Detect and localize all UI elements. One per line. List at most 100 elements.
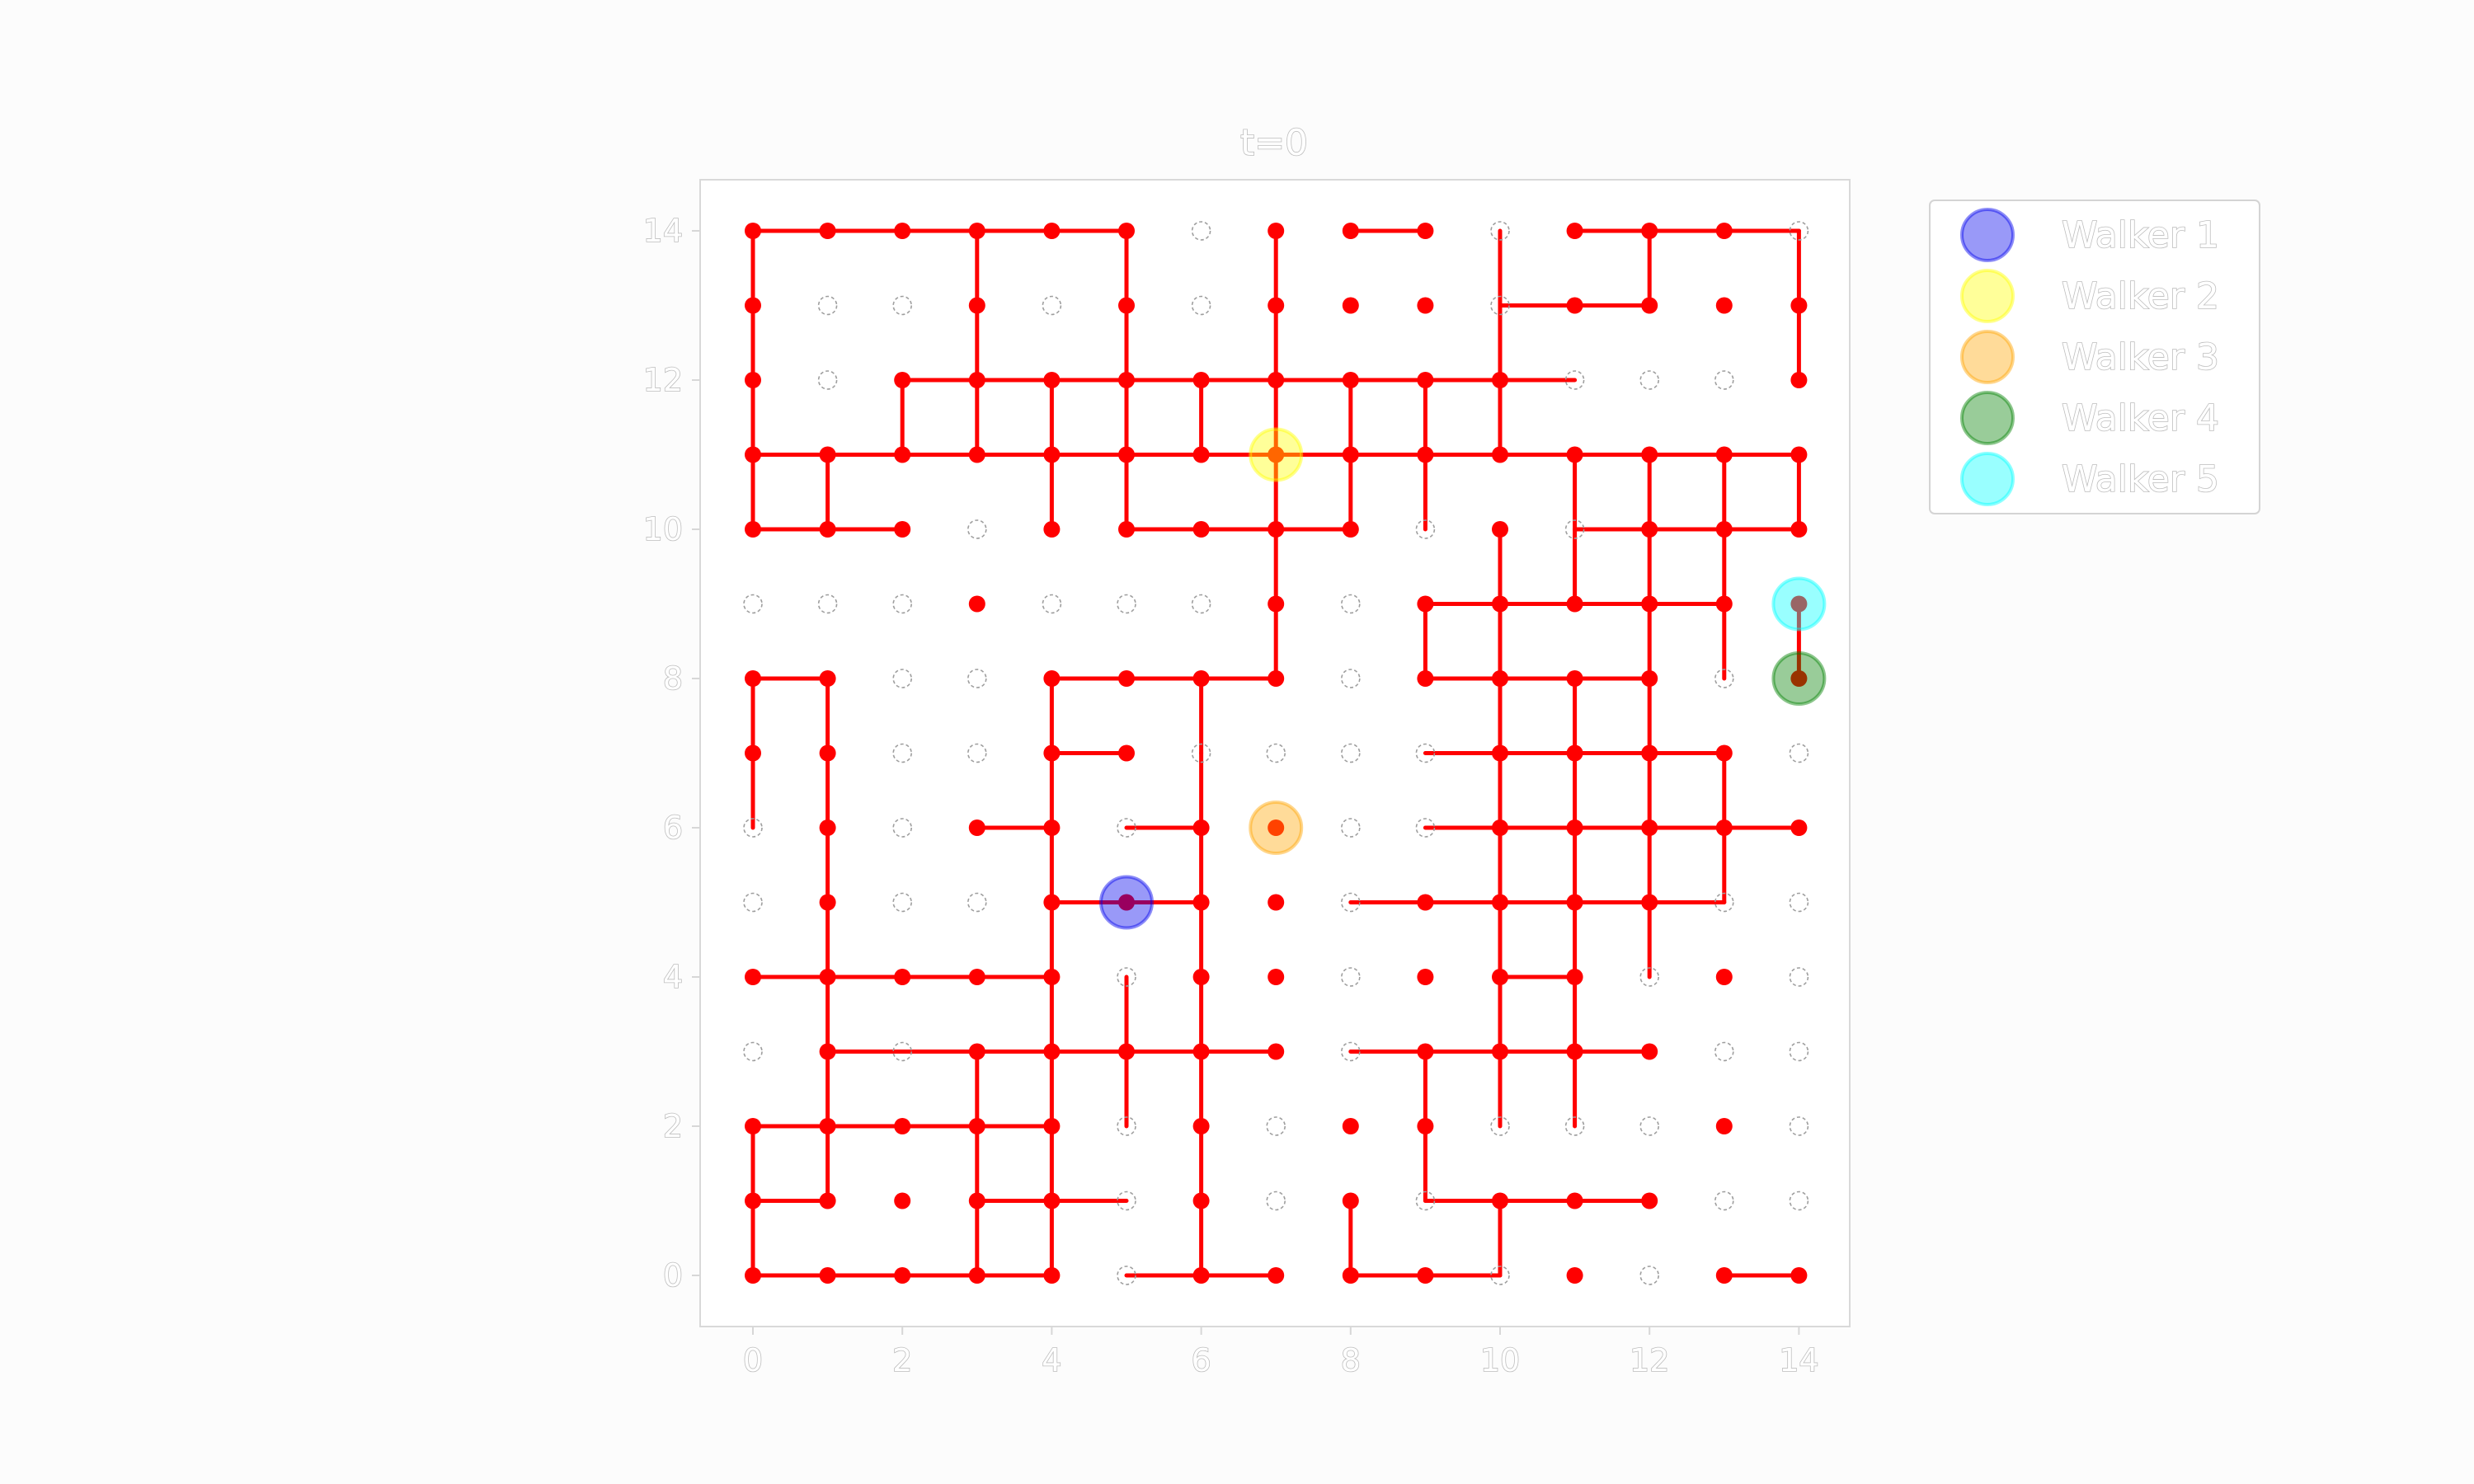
empty-site bbox=[1415, 1190, 1436, 1211]
occupied-site bbox=[1342, 521, 1359, 538]
x-tick-label: 6 bbox=[1192, 1342, 1211, 1378]
occupied-site bbox=[1641, 744, 1658, 762]
occupied-site bbox=[745, 446, 761, 463]
occupied-site bbox=[1342, 372, 1359, 388]
occupied-site bbox=[894, 372, 911, 388]
occupied-site bbox=[1566, 223, 1583, 239]
empty-site bbox=[1564, 370, 1585, 390]
occupied-site bbox=[1492, 969, 1508, 985]
walker-marker bbox=[1249, 801, 1304, 855]
occupied-site bbox=[1268, 297, 1285, 314]
occupied-site bbox=[819, 446, 836, 463]
empty-site bbox=[743, 594, 763, 614]
walker-marker bbox=[1099, 875, 1154, 930]
legend-label: Walker 1 bbox=[2062, 214, 2219, 256]
occupied-site bbox=[1043, 223, 1061, 239]
occupied-site bbox=[968, 1267, 985, 1284]
x-axis: 0 2 4 6 8 10 12 14 bbox=[742, 1327, 1819, 1379]
occupied-site bbox=[1566, 595, 1583, 613]
empty-site bbox=[1117, 1190, 1136, 1211]
occupied-site bbox=[1641, 223, 1658, 239]
occupied-site bbox=[894, 521, 911, 538]
empty-site bbox=[1490, 1116, 1510, 1136]
empty-site bbox=[892, 669, 912, 688]
occupied-site bbox=[1417, 1118, 1434, 1134]
occupied-site bbox=[1043, 670, 1061, 687]
occupied-site bbox=[894, 1192, 911, 1209]
empty-site bbox=[1490, 1266, 1510, 1285]
occupied-site bbox=[745, 372, 761, 388]
occupied-site bbox=[745, 969, 761, 985]
occupied-site bbox=[1492, 894, 1508, 911]
legend-marker bbox=[1960, 391, 2015, 445]
empty-site bbox=[1117, 967, 1136, 987]
empty-site bbox=[1341, 892, 1361, 913]
occupied-site bbox=[745, 1267, 761, 1284]
empty-site bbox=[1341, 743, 1361, 763]
occupied-site bbox=[1043, 969, 1061, 985]
occupied-site bbox=[1118, 521, 1135, 538]
occupied-site bbox=[1268, 1043, 1285, 1060]
empty-site bbox=[1714, 892, 1734, 913]
occupied-site bbox=[1118, 223, 1135, 239]
occupied-site bbox=[1715, 744, 1733, 762]
empty-site bbox=[743, 892, 763, 913]
occupied-site bbox=[1268, 969, 1285, 985]
x-tick-label: 14 bbox=[1779, 1342, 1818, 1378]
occupied-site bbox=[968, 372, 985, 388]
occupied-site bbox=[1790, 297, 1808, 314]
occupied-site bbox=[1641, 670, 1658, 687]
legend-label: Walker 3 bbox=[2062, 336, 2219, 378]
legend: Walker 1 Walker 2 Walker 3 Walker 4 Walker 5 bbox=[1929, 200, 2260, 514]
occupied-site bbox=[819, 521, 836, 538]
occupied-site bbox=[1715, 819, 1733, 836]
empty-site bbox=[1639, 370, 1659, 390]
occupied-site bbox=[1417, 595, 1434, 613]
occupied-site bbox=[1268, 819, 1285, 836]
occupied-site bbox=[1342, 446, 1359, 463]
empty-site bbox=[892, 295, 912, 316]
occupied-site bbox=[1417, 372, 1434, 388]
occupied-site bbox=[1268, 521, 1285, 538]
occupied-site bbox=[819, 1043, 836, 1060]
empty-site bbox=[743, 1041, 763, 1062]
empty-site bbox=[1564, 519, 1585, 539]
occupied-site bbox=[1192, 1192, 1210, 1209]
x-tick-label: 10 bbox=[1480, 1342, 1520, 1378]
empty-site bbox=[1415, 743, 1436, 763]
occupied-site bbox=[1417, 969, 1434, 985]
occupied-site bbox=[1641, 521, 1658, 538]
empty-site bbox=[1117, 1116, 1136, 1136]
occupied-site bbox=[1268, 372, 1285, 388]
occupied-site bbox=[1492, 670, 1508, 687]
occupied-site bbox=[1043, 819, 1061, 836]
occupied-site bbox=[1268, 223, 1285, 239]
occupied-site bbox=[1566, 670, 1583, 687]
empty-site bbox=[1266, 1116, 1286, 1136]
occupied-site bbox=[1043, 372, 1061, 388]
occupied-site bbox=[1417, 223, 1434, 239]
occupied-site bbox=[819, 969, 836, 985]
empty-site bbox=[892, 1041, 912, 1062]
empty-site bbox=[967, 519, 987, 539]
legend-label: Walker 2 bbox=[2062, 275, 2219, 317]
occupied-site bbox=[894, 1118, 911, 1134]
occupied-site bbox=[1192, 521, 1210, 538]
occupied-site bbox=[1641, 1043, 1658, 1060]
empty-site bbox=[892, 594, 912, 614]
empty-site bbox=[1191, 221, 1211, 241]
chart-title: t=0 bbox=[1240, 122, 1308, 164]
empty-site bbox=[1564, 1116, 1585, 1136]
occupied-site bbox=[819, 1118, 836, 1134]
occupied-site bbox=[1192, 1043, 1210, 1060]
empty-site bbox=[1714, 1190, 1734, 1211]
occupied-site bbox=[894, 1267, 911, 1284]
occupied-site bbox=[745, 297, 761, 314]
lattice-sites bbox=[743, 221, 1809, 1285]
occupied-site bbox=[1417, 446, 1434, 463]
occupied-site bbox=[1192, 894, 1210, 911]
occupied-site bbox=[1492, 819, 1508, 836]
occupied-site bbox=[1342, 223, 1359, 239]
occupied-site bbox=[1342, 1192, 1359, 1209]
empty-site bbox=[892, 892, 912, 913]
